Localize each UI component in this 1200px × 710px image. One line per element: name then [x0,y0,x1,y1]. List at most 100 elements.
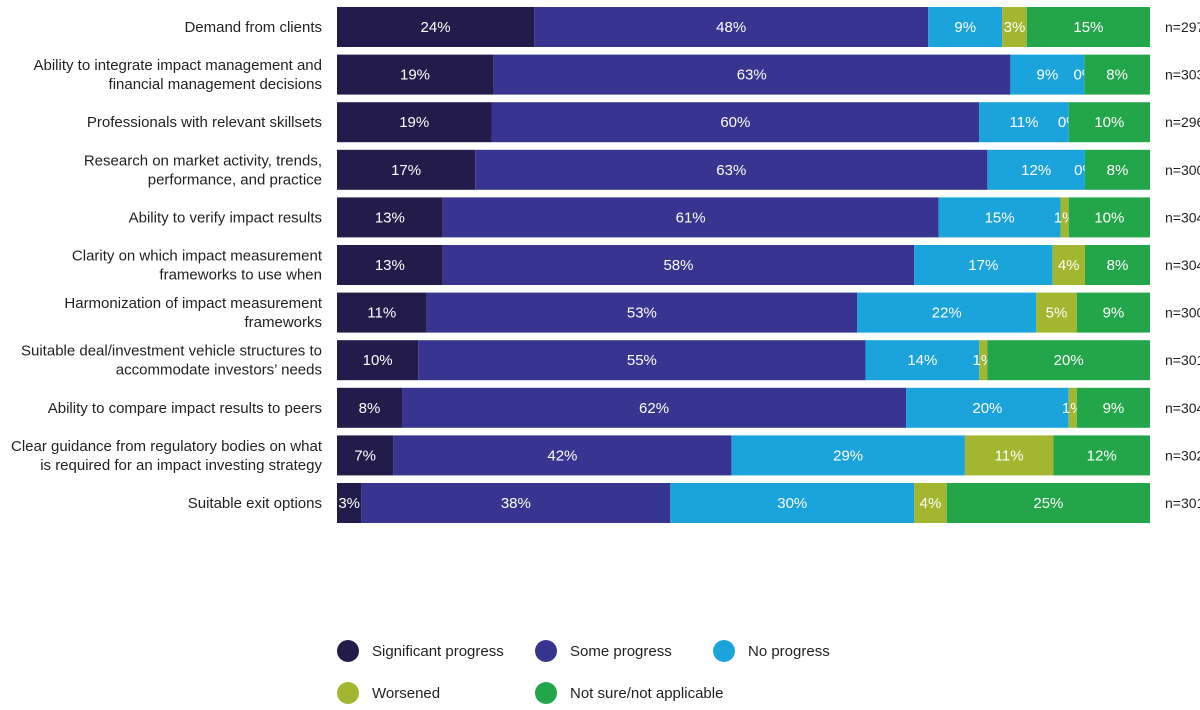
bar-segment [393,435,732,476]
n-label: n=301 [1165,352,1200,368]
bar-segment [1068,102,1150,143]
bar-segment [337,435,394,476]
bar-segment [1076,387,1150,428]
bar-segment [337,387,403,428]
n-label: n=300 [1165,305,1200,321]
category-label: Research on market activity, trends, perf… [84,152,322,188]
bar-segment [914,245,1053,285]
data-label: 11% [995,447,1024,464]
data-label: 24% [421,19,451,36]
bar-segment [1002,7,1027,47]
data-label: 10% [1094,114,1124,131]
data-label: 11% [367,305,396,322]
category-label-line: Clear guidance from regulatory bodies on… [11,438,323,455]
data-label: 8% [1106,67,1128,84]
bar-segment [1084,245,1150,285]
data-label: 12% [1021,162,1051,179]
bar-segment [337,340,419,381]
legend-swatch [535,640,557,662]
n-label: n=301 [1165,495,1200,511]
legend-item: Worsened [337,682,440,704]
n-label: n=302 [1165,447,1200,463]
category-label: Suitable deal/investment vehicle structu… [21,343,322,379]
bar-segment [1036,292,1077,333]
n-label: n=303 [1165,67,1200,83]
category-label: Clarity on which impact measurement frame… [72,248,323,284]
category-label-line: Ability to verify impact results [129,209,322,226]
data-label: 38% [501,495,531,512]
bar-segment [1068,197,1150,238]
category-label-line: Harmonization of impact measurement [64,295,322,312]
category-label: Ability to compare impact results to pee… [48,400,322,417]
data-label: 4% [1058,257,1080,274]
data-label: 10% [1094,209,1124,226]
category-label-line: Ability to compare impact results to pee… [48,400,322,417]
bar-segment [337,102,492,143]
data-label: 9% [954,19,976,36]
data-label: 42% [547,447,577,464]
legend-label: No progress [748,643,830,660]
bar-segment [670,483,915,523]
data-label: 3% [338,495,360,512]
data-label: 29% [833,447,863,464]
bar-segment [442,245,915,285]
bar-segment [1084,149,1150,190]
data-label: 60% [720,114,750,131]
bar-segment [337,149,476,190]
bar-segment [337,483,362,523]
bar-segment [865,340,980,381]
bar-segment [426,292,858,333]
data-label: 10% [363,352,393,369]
data-label: 20% [1054,352,1084,369]
bars: 24%48%9%3%15%19%63%9%0%8%19%60%11%0%10%1… [337,7,1150,523]
data-label: 53% [627,305,657,322]
bar-segment [938,197,1061,238]
category-label: Clear guidance from regulatory bodies on… [11,438,323,474]
data-label: 13% [375,257,405,274]
legend-swatch [535,682,557,704]
legend-item: No progress [713,640,830,662]
bar-segment [906,387,1069,428]
bar-segment [857,292,1037,333]
n-label: n=297 [1165,19,1200,35]
data-label: 3% [1004,19,1026,36]
data-label: 9% [1103,305,1125,322]
bar-segment [1084,54,1150,95]
category-label: Ability to integrate impact management a… [34,57,323,93]
bar-segment [1060,197,1069,238]
data-label: 17% [391,162,421,179]
data-label: 48% [716,19,746,36]
bar-segment [979,340,988,381]
n-label: n=304 [1165,209,1200,225]
bar-segment [914,483,947,523]
bar-segment [337,197,443,238]
data-label: 19% [399,114,429,131]
data-label: 19% [400,67,430,84]
category-label: Professionals with relevant skillsets [87,114,322,131]
data-label: 7% [354,447,376,464]
n-label: n=296 [1165,114,1200,130]
bar-segment [442,197,939,238]
data-label: 15% [985,209,1015,226]
n-labels: n=297 n=303 n=296 n=300 n=304 n=304 n=300 n=301… [1165,19,1200,511]
data-label: 63% [737,67,767,84]
legend-swatch [337,640,359,662]
category-label: Harmonization of impact measurement frame… [64,295,322,331]
data-label: 12% [1087,447,1117,464]
bar-segment [493,54,1011,95]
bar-segment [987,340,1150,381]
category-label-line: Research on market activity, trends, [84,152,322,169]
category-label-line: Ability to integrate impact management a… [34,57,323,74]
n-label: n=300 [1165,162,1200,178]
n-label: n=304 [1165,257,1200,273]
legend-label: Some progress [570,643,672,660]
category-label-line: frameworks to use when [159,267,322,284]
bar-segment [475,149,988,190]
legend-item: Not sure/not applicable [535,682,723,704]
legend-swatch [713,640,735,662]
data-label: 8% [1107,162,1129,179]
data-label: 17% [968,257,998,274]
bar-segment [1076,292,1150,333]
data-label: 61% [676,209,706,226]
